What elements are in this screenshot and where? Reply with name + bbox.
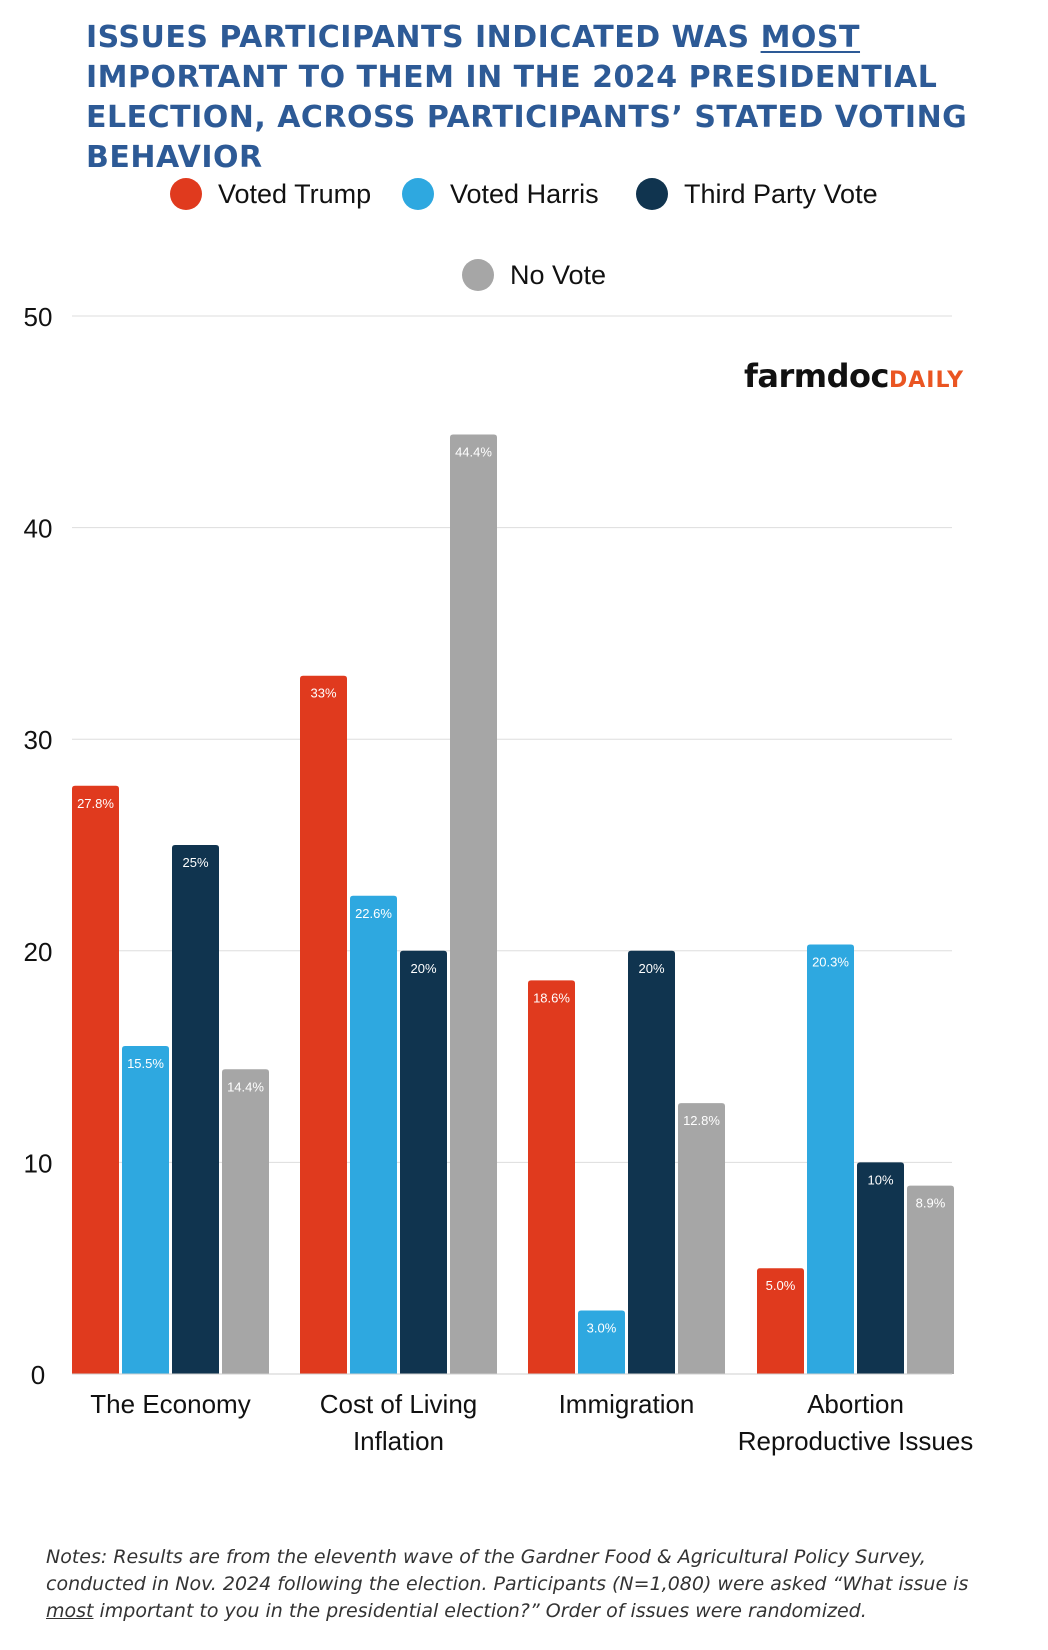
legend-label-third-party-vote: Third Party Vote (684, 179, 878, 209)
data-label: 25% (182, 855, 208, 870)
bar-voted-trump (528, 980, 575, 1374)
chart-title: Issues participants indicated was MOST i… (86, 18, 986, 178)
bar-no-vote (678, 1103, 725, 1374)
bar-third-party-vote (172, 845, 219, 1374)
legend-swatch-no-vote (462, 259, 494, 291)
legend-swatch-voted-trump (170, 178, 202, 210)
bar-voted-harris (807, 944, 854, 1374)
bar-voted-trump (757, 1268, 804, 1374)
bar-third-party-vote (400, 950, 447, 1374)
legend-swatch-voted-harris (402, 178, 434, 210)
x-tick-label: Inflation (353, 1426, 444, 1456)
data-label: 3.0% (587, 1321, 617, 1336)
x-tick-label: Reproductive Issues (738, 1426, 974, 1456)
legend-label-voted-harris: Voted Harris (450, 179, 599, 209)
bar-voted-trump (72, 785, 119, 1374)
notes-part1: Notes: Results are from the eleventh wav… (46, 1546, 969, 1595)
data-label: 14.4% (227, 1079, 264, 1094)
bar-chart: 0 10 20 30 40 50 27.8% 33% 18.6% 5.0% 15.5% 22.6% 3.… (24, 302, 974, 1456)
logo-text-farmdoc: farmdoc (744, 357, 890, 395)
data-label: 44.4% (455, 444, 492, 459)
x-tick-label: Abortion (807, 1389, 904, 1419)
data-label: 27.8% (77, 796, 114, 811)
x-tick-label: Immigration (559, 1389, 695, 1419)
y-tick-label: 20 (24, 937, 53, 967)
logo-text-daily: DAILY (889, 368, 964, 393)
data-label: 15.5% (127, 1056, 164, 1071)
legend-swatch-third-party-vote (636, 178, 668, 210)
data-label: 20.3% (812, 954, 849, 969)
chart-notes: Notes: Results are from the eleventh wav… (46, 1544, 1016, 1625)
y-tick-label: 50 (24, 302, 53, 332)
bar-voted-harris (350, 895, 397, 1374)
data-label: 18.6% (533, 990, 570, 1005)
data-label: 8.9% (916, 1196, 946, 1211)
bar-voted-harris (578, 1310, 625, 1374)
data-label: 5.0% (766, 1278, 796, 1293)
bar-no-vote (450, 434, 497, 1375)
chart-title-part1: Issues participants indicated was (86, 20, 761, 55)
data-label: 33% (310, 686, 336, 701)
data-label: 10% (867, 1172, 893, 1187)
data-label: 22.6% (355, 906, 392, 921)
notes-emphasis: most (46, 1600, 94, 1622)
chart-title-part2: important to them in the 2024 presidenti… (86, 60, 968, 175)
data-label: 20% (638, 961, 664, 976)
y-tick-label: 10 (24, 1148, 53, 1178)
x-tick-label: The Economy (90, 1389, 250, 1419)
bar-voted-trump (300, 675, 347, 1374)
bar-third-party-vote (857, 1162, 904, 1374)
bar-no-vote (907, 1185, 954, 1374)
bar-no-vote (222, 1069, 269, 1374)
farmdoc-daily-logo: farmdocDAILY (744, 356, 964, 401)
legend-label-voted-trump: Voted Trump (218, 179, 372, 209)
bar-third-party-vote (628, 950, 675, 1374)
y-tick-label: 30 (24, 725, 53, 755)
y-tick-label: 0 (31, 1360, 45, 1390)
y-tick-label: 40 (24, 514, 53, 544)
legend-label-no-vote: No Vote (510, 260, 607, 290)
notes-part2: important to you in the presidential ele… (93, 1600, 867, 1622)
chart-title-emphasis: MOST (760, 20, 861, 55)
data-label: 20% (410, 961, 436, 976)
bar-voted-harris (122, 1046, 169, 1374)
data-label: 12.8% (683, 1113, 720, 1128)
x-tick-label: Cost of Living (320, 1389, 478, 1419)
